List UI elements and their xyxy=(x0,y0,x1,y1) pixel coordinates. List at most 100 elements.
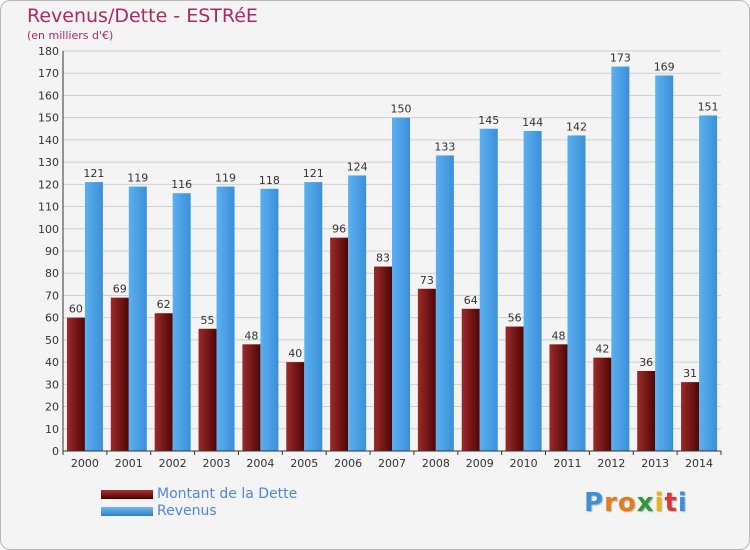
axis-layer: 0 10 20 30 40 50 60 70 80 90 100 110 120 130 140 150 160… xyxy=(38,45,722,470)
x-tick-label: 2012 xyxy=(597,457,625,470)
x-tick-label: 2011 xyxy=(553,457,581,470)
bar-revenus xyxy=(392,117,410,452)
legend-swatch-revenus xyxy=(101,507,153,516)
bar-dette xyxy=(242,344,261,451)
x-tick-label: 2000 xyxy=(71,457,99,470)
y-tick-label: 90 xyxy=(45,245,59,258)
bar-revenus xyxy=(523,131,542,451)
y-tick-label: 60 xyxy=(45,312,59,325)
value-label-dette: 42 xyxy=(595,343,609,356)
value-label-revenus: 121 xyxy=(83,167,104,180)
y-tick-label: 30 xyxy=(45,378,59,391)
bar-dette xyxy=(154,313,173,451)
value-label-revenus: 121 xyxy=(303,167,324,180)
value-label-revenus: 151 xyxy=(698,100,719,113)
x-tick-label: 2004 xyxy=(246,457,274,470)
logo-letter: o xyxy=(617,488,637,518)
bar-dette xyxy=(505,326,524,451)
value-label-revenus: 118 xyxy=(259,174,280,187)
chart-subtitle: (en milliers d'€) xyxy=(27,29,114,42)
bar-dette xyxy=(681,382,700,451)
bar-dette xyxy=(461,308,480,451)
value-label-dette: 64 xyxy=(464,294,478,307)
value-label-revenus: 142 xyxy=(566,120,587,133)
x-tick-label: 2010 xyxy=(510,457,538,470)
x-tick-label: 2006 xyxy=(334,457,362,470)
y-tick-label: 140 xyxy=(38,134,59,147)
bar-revenus xyxy=(128,186,147,452)
legend-swatch-dette xyxy=(101,490,153,499)
bar-dette xyxy=(110,297,129,451)
bar-revenus xyxy=(84,182,103,451)
bar-dette xyxy=(637,371,656,451)
proxiti-logo: Proxiti xyxy=(584,488,688,518)
legend-label-dette: Montant de la Dette xyxy=(157,486,298,502)
y-tick-label: 130 xyxy=(38,156,59,169)
bar-dette xyxy=(330,237,349,451)
bar-dette xyxy=(66,317,85,451)
x-tick-label: 2007 xyxy=(378,457,406,470)
y-tick-label: 170 xyxy=(38,67,59,80)
bar-layer xyxy=(66,66,718,452)
y-tick-label: 80 xyxy=(45,267,59,280)
value-label-dette: 48 xyxy=(244,329,258,342)
logo-letter: r xyxy=(604,488,618,518)
x-tick-label: 2003 xyxy=(203,457,231,470)
logo-letter: i xyxy=(654,488,665,518)
value-label-dette: 60 xyxy=(69,303,83,316)
value-label-dette: 69 xyxy=(113,283,127,296)
y-tick-label: 160 xyxy=(38,89,59,102)
value-label-revenus: 173 xyxy=(610,52,631,65)
bar-revenus xyxy=(567,135,586,451)
bar-revenus xyxy=(260,188,279,451)
y-tick-label: 50 xyxy=(45,334,59,347)
logo-letter: t xyxy=(664,488,678,518)
bar-revenus xyxy=(216,186,235,452)
y-tick-label: 100 xyxy=(38,223,59,236)
value-label-revenus: 145 xyxy=(478,114,499,127)
x-tick-label: 2005 xyxy=(290,457,318,470)
x-tick-label: 2008 xyxy=(422,457,450,470)
value-label-dette: 62 xyxy=(157,298,171,311)
bar-dette xyxy=(286,362,305,451)
chart-title: Revenus/Dette - ESTRéE xyxy=(27,5,258,27)
bar-dette xyxy=(549,344,568,451)
x-tick-label: 2013 xyxy=(641,457,669,470)
value-label-dette: 96 xyxy=(332,223,346,236)
y-tick-label: 10 xyxy=(45,423,59,436)
legend-label-revenus: Revenus xyxy=(157,503,217,519)
value-label-revenus: 119 xyxy=(215,172,236,185)
logo-letter: P xyxy=(584,488,605,518)
value-label-dette: 83 xyxy=(376,252,390,265)
y-tick-label: 120 xyxy=(38,178,59,191)
x-tick-label: 2002 xyxy=(159,457,187,470)
y-tick-label: 150 xyxy=(38,112,59,125)
label-layer: 60 121 69 119 62 116 55 119 48 118 40 121 96 124 83 150… xyxy=(69,52,719,381)
y-tick-label: 110 xyxy=(38,201,59,214)
value-label-revenus: 169 xyxy=(654,60,675,73)
value-label-dette: 56 xyxy=(508,312,522,325)
value-label-revenus: 119 xyxy=(127,172,148,185)
bar-dette xyxy=(198,328,217,451)
bar-revenus xyxy=(172,193,191,451)
bar-revenus xyxy=(435,155,454,451)
bar-revenus xyxy=(611,66,630,452)
value-label-revenus: 124 xyxy=(347,160,368,173)
value-label-revenus: 133 xyxy=(434,140,455,153)
y-tick-label: 70 xyxy=(45,289,59,302)
value-label-dette: 55 xyxy=(201,314,215,327)
bar-revenus xyxy=(479,128,498,451)
value-label-revenus: 116 xyxy=(171,178,192,191)
x-tick-label: 2001 xyxy=(115,457,143,470)
value-label-dette: 40 xyxy=(288,347,302,360)
bar-revenus xyxy=(304,182,323,451)
value-label-dette: 48 xyxy=(551,329,565,342)
bar-revenus xyxy=(655,75,674,451)
y-tick-label: 40 xyxy=(45,356,59,369)
bar-revenus xyxy=(699,115,718,451)
bar-revenus xyxy=(348,175,367,451)
value-label-revenus: 150 xyxy=(391,103,412,116)
x-tick-label: 2014 xyxy=(685,457,713,470)
value-label-dette: 73 xyxy=(420,274,434,287)
value-label-revenus: 144 xyxy=(522,116,543,129)
